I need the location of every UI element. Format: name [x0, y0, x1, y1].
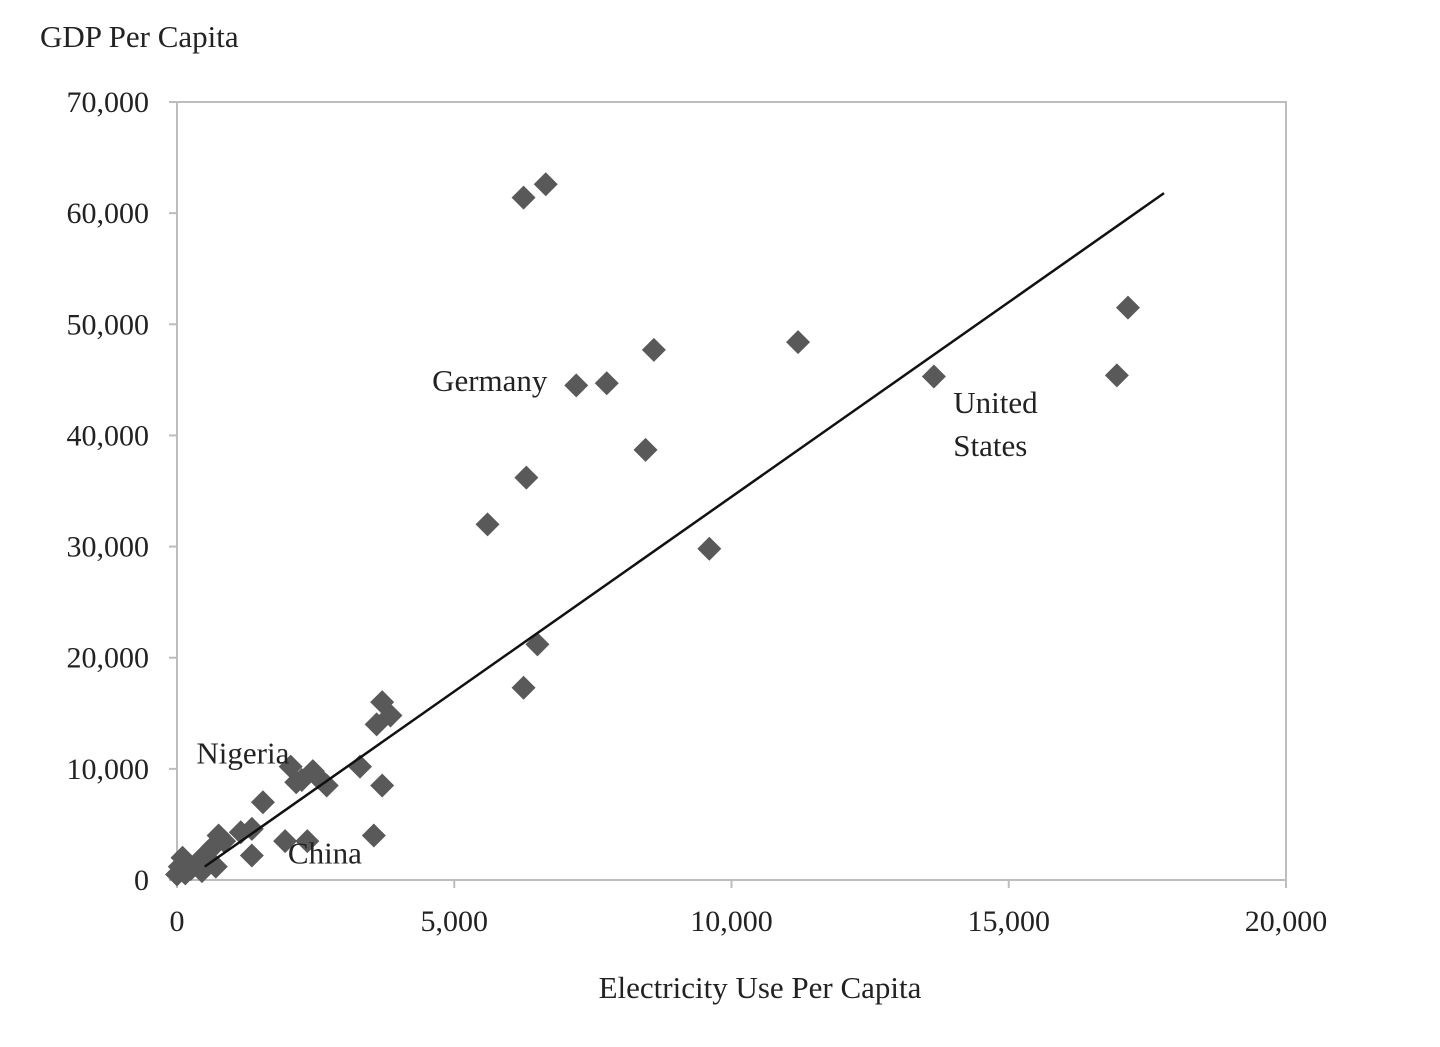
data-point: [525, 632, 550, 657]
data-point: [514, 465, 539, 490]
y-tick-label: 60,000: [67, 197, 150, 230]
data-point: [921, 364, 946, 389]
y-tick-label: 20,000: [67, 642, 150, 675]
data-point: [1104, 363, 1129, 388]
annotation-label: United States: [953, 385, 1038, 463]
annotation-label: Nigeria: [196, 735, 289, 770]
data-point: [239, 816, 264, 841]
y-tick-label: 30,000: [67, 531, 150, 564]
data-point: [250, 790, 275, 815]
data-point: [475, 512, 500, 537]
data-point: [370, 773, 395, 798]
data-point: [295, 829, 320, 854]
x-tick-label: 10,000: [690, 905, 773, 938]
y-tick-label: 70,000: [67, 86, 150, 119]
annotation-line: United: [953, 385, 1038, 420]
data-point: [594, 371, 619, 396]
y-tick-label: 40,000: [67, 419, 150, 452]
x-tick-label: 5,000: [421, 905, 489, 938]
data-point: [633, 437, 658, 462]
trend-line: [204, 192, 1165, 868]
annotation-line: Germany: [432, 363, 548, 398]
data-point: [378, 703, 403, 728]
data-point: [641, 337, 666, 362]
x-tick-label: 0: [170, 905, 185, 938]
plot-frame: [176, 101, 1287, 881]
y-tick-label: 10,000: [67, 753, 150, 786]
data-points: [165, 172, 1140, 887]
data-point: [1115, 295, 1140, 320]
data-point: [533, 172, 558, 197]
annotation-label: Germany: [432, 363, 548, 398]
data-point: [511, 675, 536, 700]
data-point: [697, 536, 722, 561]
annotations: Germany United States Nigeria China: [196, 363, 1038, 870]
data-point: [564, 373, 589, 398]
x-axis: 0 5,000 10,000 15,000 20,000: [170, 880, 1328, 938]
x-axis-title: Electricity Use Per Capita: [599, 970, 922, 1005]
y-axis-title: GDP Per Capita: [40, 19, 239, 54]
y-tick-label: 50,000: [67, 308, 150, 341]
x-tick-label: 15,000: [968, 905, 1051, 938]
x-tick-label: 20,000: [1245, 905, 1328, 938]
data-point: [239, 843, 264, 868]
annotation-line: Nigeria: [196, 735, 289, 770]
data-point: [361, 823, 386, 848]
data-point: [786, 330, 811, 355]
data-point: [212, 829, 237, 854]
annotation-line: China: [288, 835, 362, 870]
data-point: [511, 185, 536, 210]
y-axis: 0 10,000 20,000 30,000 40,000 50,000 60,000 70,…: [67, 86, 177, 897]
annotation-line: States: [953, 428, 1027, 463]
y-tick-label: 0: [134, 864, 149, 897]
annotation-label: China: [288, 835, 362, 870]
data-point: [314, 773, 339, 798]
data-point: [203, 854, 228, 879]
data-point: [273, 829, 298, 854]
